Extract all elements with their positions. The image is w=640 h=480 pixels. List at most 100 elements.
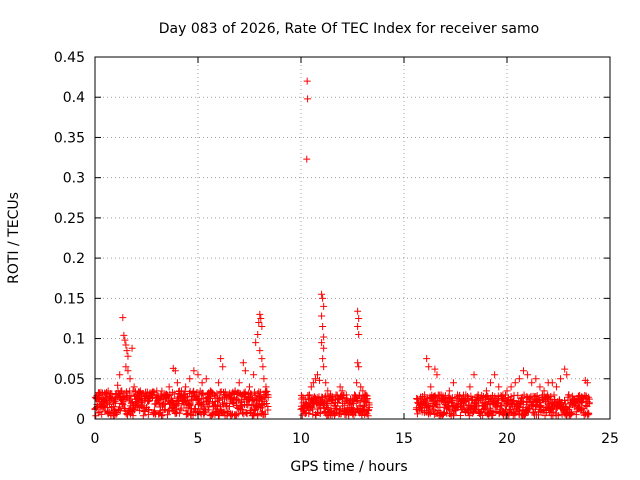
data-point	[421, 391, 429, 399]
data-point-baseline	[150, 388, 158, 396]
data-point	[355, 331, 363, 339]
data-point-baseline	[205, 400, 213, 408]
data-point-baseline	[334, 399, 342, 407]
data-point	[316, 376, 324, 384]
data-point	[511, 379, 519, 387]
y-tick-label: 0	[76, 412, 85, 428]
data-point	[259, 363, 267, 371]
data-point	[346, 395, 354, 403]
data-point	[299, 399, 307, 407]
data-point	[563, 371, 571, 379]
data-point	[355, 363, 363, 371]
data-point	[423, 355, 431, 363]
data-point-baseline	[207, 388, 215, 396]
plot-frame	[94, 56, 611, 420]
data-point	[304, 95, 312, 103]
data-point	[122, 341, 130, 349]
data-point	[303, 77, 311, 85]
data-point	[257, 314, 265, 322]
data-point-baseline	[432, 400, 440, 408]
y-tick-label: 0.45	[54, 50, 85, 66]
data-point-baseline	[507, 393, 515, 401]
y-axis-label: ROTI / TECUs	[6, 192, 22, 284]
data-point-baseline	[489, 411, 497, 419]
y-tick-label: 0.3	[63, 171, 85, 187]
data-point	[119, 314, 127, 322]
data-point-baseline	[305, 410, 313, 418]
data-point	[178, 387, 186, 395]
data-point	[241, 367, 249, 375]
data-point-baseline	[516, 407, 524, 415]
data-point	[319, 355, 327, 363]
data-point-baseline	[430, 406, 438, 414]
data-point-baseline	[514, 391, 522, 399]
data-point-baseline	[298, 391, 306, 399]
data-point	[354, 359, 362, 367]
data-point	[342, 391, 350, 399]
data-point-baseline	[145, 406, 153, 414]
data-point	[320, 333, 328, 341]
data-point-baseline	[554, 412, 562, 420]
data-point-baseline	[127, 392, 135, 400]
data-point	[190, 367, 198, 375]
data-point-baseline	[144, 406, 152, 414]
data-point	[107, 404, 115, 412]
data-point	[239, 359, 247, 367]
data-point	[491, 371, 499, 379]
data-point-baseline	[362, 391, 370, 399]
data-point-baseline	[198, 389, 206, 397]
data-point-baseline	[158, 412, 166, 420]
data-point-baseline	[233, 411, 241, 419]
data-point	[254, 331, 262, 339]
x-tick-label: 25	[601, 431, 619, 447]
data-point	[262, 383, 270, 391]
data-point	[470, 371, 478, 379]
data-point	[319, 294, 327, 302]
data-point	[165, 383, 173, 391]
data-point	[503, 387, 511, 395]
data-point-baseline	[129, 412, 137, 420]
data-point-baseline	[247, 393, 255, 401]
data-point-baseline	[200, 410, 208, 418]
data-point	[126, 375, 134, 383]
y-tick-label: 0.25	[54, 211, 85, 227]
data-point	[313, 371, 321, 379]
data-point	[499, 391, 507, 399]
data-point-baseline	[584, 411, 592, 419]
data-point	[103, 399, 111, 407]
data-point	[235, 379, 243, 387]
data-point	[519, 367, 527, 375]
data-point-baseline	[536, 403, 544, 411]
data-point-baseline	[93, 404, 101, 412]
data-point-baseline	[537, 401, 545, 409]
data-point-baseline	[139, 412, 147, 420]
data-point	[217, 355, 225, 363]
data-point	[105, 392, 113, 400]
data-point-baseline	[354, 396, 362, 404]
data-point	[532, 375, 540, 383]
data-point	[466, 383, 474, 391]
data-point	[121, 336, 129, 344]
data-point	[123, 347, 131, 355]
x-tick-label: 5	[194, 431, 203, 447]
data-point	[124, 367, 132, 375]
data-point	[122, 363, 130, 371]
data-point	[332, 391, 340, 399]
data-point	[250, 371, 258, 379]
grid-lines	[95, 57, 610, 419]
data-point-baseline	[469, 409, 477, 417]
data-point-baseline	[514, 406, 522, 414]
data-point	[354, 322, 362, 330]
data-point	[134, 395, 142, 403]
data-point	[474, 391, 482, 399]
data-point	[206, 387, 214, 395]
data-point-baseline	[98, 410, 106, 418]
data-point	[324, 387, 332, 395]
data-point	[140, 392, 148, 400]
data-point-baseline	[236, 401, 244, 409]
data-point	[363, 395, 371, 403]
data-point-baseline	[440, 410, 448, 418]
data-point-baseline	[567, 409, 575, 417]
data-point	[351, 391, 359, 399]
y-tick-label: 0.4	[63, 90, 85, 106]
